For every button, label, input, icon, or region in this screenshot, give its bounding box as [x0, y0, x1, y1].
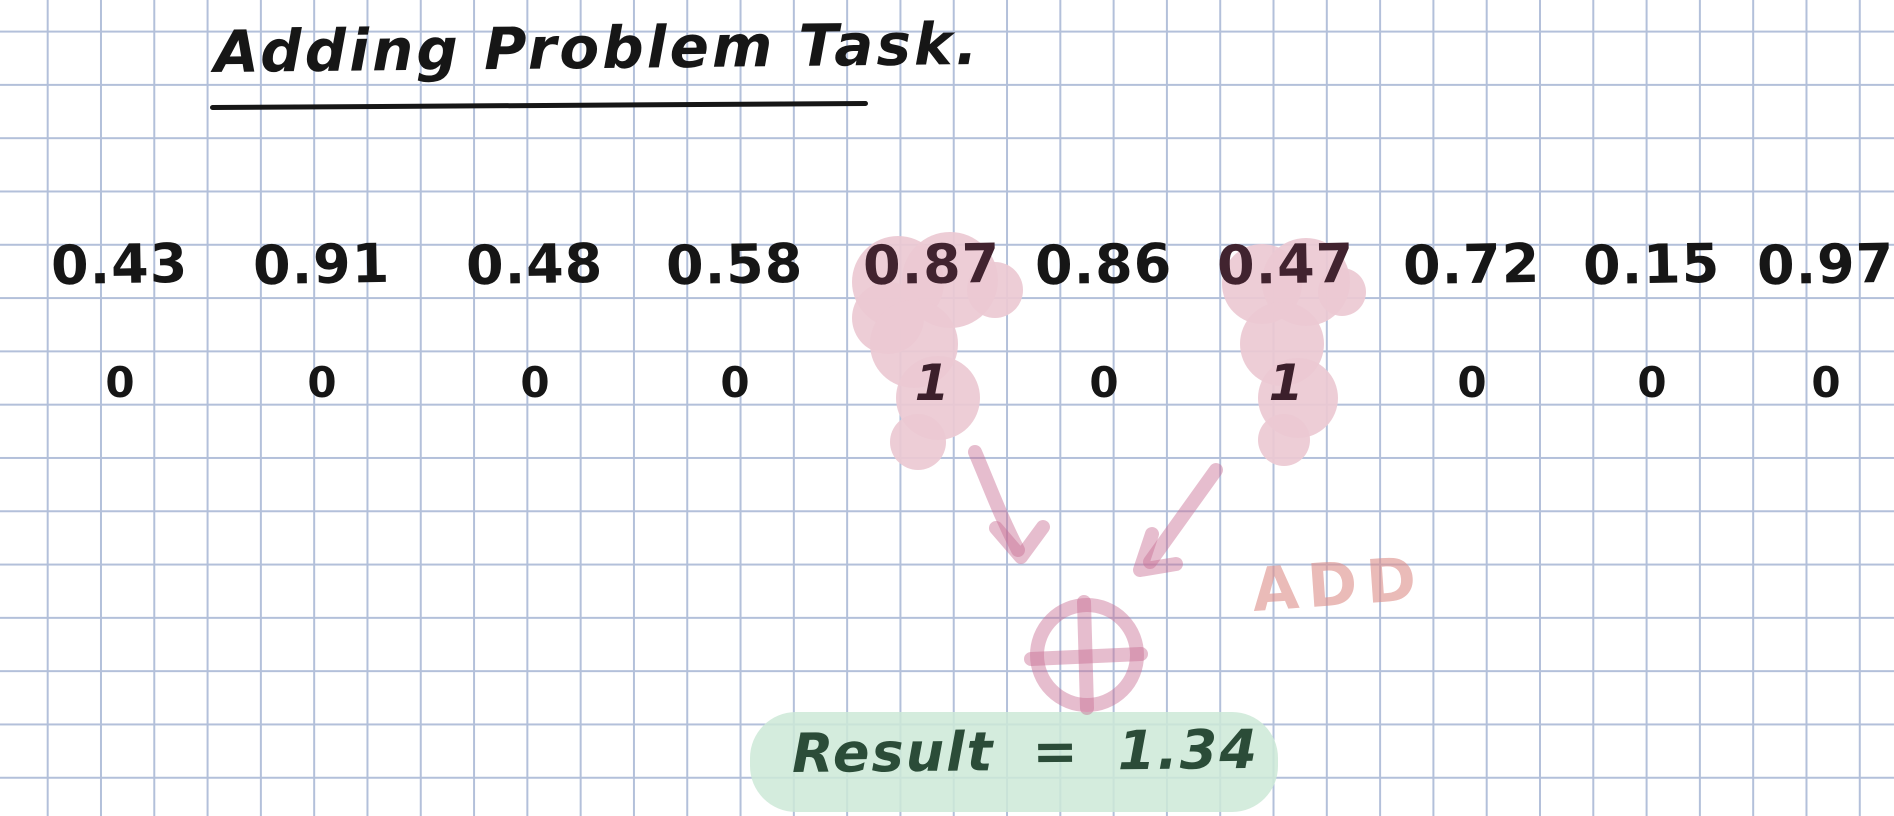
arrow-right-head-icon [1133, 527, 1183, 577]
sequence-value: 0.91 [252, 231, 392, 298]
sequence-marker: 0 [1811, 358, 1841, 407]
result-value: 1.34 [1117, 717, 1260, 783]
title-underline [209, 100, 869, 111]
sequence-column: 0.15 0 [1572, 231, 1732, 407]
sequence-value: 0.48 [465, 231, 605, 298]
sequence-value: 0.97 [1756, 231, 1894, 298]
sequence-value: 0.15 [1582, 231, 1722, 298]
sequence-marker: 0 [1457, 358, 1487, 407]
result-line: Result = 1.34 [792, 718, 1259, 785]
equals-sign: = [1032, 719, 1080, 783]
sequence-value: 0.86 [1034, 231, 1174, 298]
page-title: Adding Problem Task. [213, 9, 981, 87]
add-annotation-label: ADD [1249, 544, 1428, 626]
sequence-value: 0.43 [50, 231, 190, 298]
sequence-marker: 0 [105, 358, 135, 407]
sequence-column-highlighted: 0.47 1 [1206, 231, 1366, 412]
sequence-column: 0.91 0 [242, 231, 402, 407]
circled-plus-icon [1024, 595, 1148, 715]
sequence-marker: 0 [1637, 358, 1667, 407]
sequence-column: 0.43 0 [40, 231, 200, 407]
sequence-marker: 0 [720, 358, 750, 407]
sequence-column: 0.48 0 [455, 231, 615, 407]
sequence-marker: 0 [1089, 358, 1119, 407]
arrow-left-head-icon [989, 520, 1050, 564]
sequence-value: 0.87 [862, 231, 1002, 298]
sequence-column: 0.72 0 [1392, 231, 1552, 407]
sequence-column: 0.86 0 [1024, 231, 1184, 407]
sequence-value: 0.58 [665, 231, 805, 298]
result-label: Result [791, 720, 995, 786]
arrow-right-icon [1143, 463, 1223, 569]
sequence-marker: 0 [520, 358, 550, 407]
sequence-column-highlighted: 0.87 1 [852, 231, 1012, 412]
sequence-value: 0.72 [1402, 231, 1542, 298]
sequence-marker: 0 [307, 358, 337, 407]
sequence-marker: 1 [1268, 354, 1304, 412]
sequence-value: 0.47 [1216, 231, 1356, 298]
arrow-left-icon [968, 445, 1025, 557]
sequence-marker: 1 [914, 354, 950, 412]
sequence-column: 0.97 0 [1746, 231, 1894, 407]
sequence-column: 0.58 0 [655, 231, 815, 407]
